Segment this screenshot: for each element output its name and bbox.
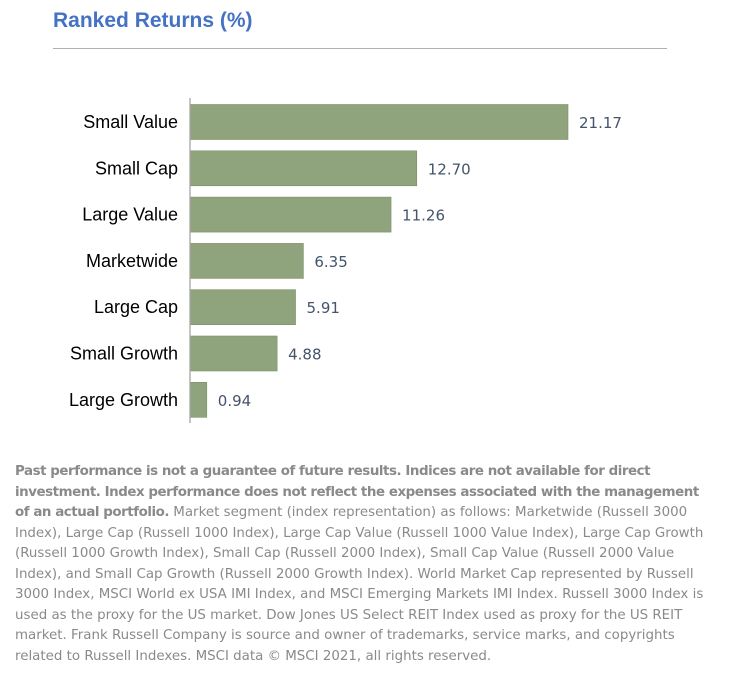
category-label: Large Cap (94, 297, 178, 317)
bar-small-growth (189, 335, 278, 372)
bar-small-value (189, 104, 569, 140)
value-label: 6.35 (314, 253, 347, 271)
category-label: Small Growth (70, 344, 178, 364)
category-label: Small Cap (95, 158, 178, 178)
bars-layer: Small Value 21.17 Small Cap 12.70 Large Valu… (69, 104, 622, 418)
ranked-returns-bar-chart: Small Value 21.17 Small Cap 12.70 Large Valu… (69, 98, 622, 423)
disclosure-bold-text: Past performance is not a guarantee of f… (15, 464, 699, 520)
disclosure-footnote: Past performance is not a guarantee of f… (15, 462, 715, 667)
value-label: 21.17 (579, 114, 622, 132)
bar-small-cap (189, 150, 418, 187)
value-label: 0.94 (218, 392, 251, 410)
value-label: 11.26 (402, 207, 445, 225)
category-label: Marketwide (86, 251, 178, 271)
value-label: 12.70 (428, 160, 471, 178)
value-label: 5.91 (307, 299, 340, 317)
disclosure-body-text: Market segment (index representation) as… (15, 505, 704, 664)
chart-title: Ranked Returns (%) (53, 9, 253, 32)
category-label: Large Growth (69, 390, 178, 410)
bar-large-growth (189, 381, 208, 418)
bar-large-value (189, 196, 392, 233)
category-label: Small Value (83, 112, 178, 132)
value-label: 4.88 (288, 346, 321, 364)
bar-large-cap (189, 289, 296, 325)
bar-marketwide (189, 243, 304, 279)
category-label: Large Value (82, 205, 178, 225)
title-divider (53, 48, 667, 49)
